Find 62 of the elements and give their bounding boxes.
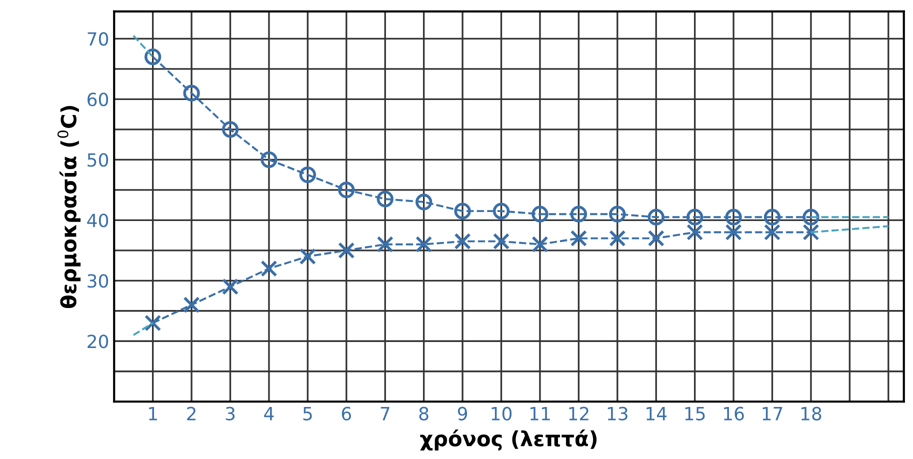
x-tick-label: 1 <box>149 407 157 420</box>
x-tick-label: 4 <box>264 407 274 420</box>
point <box>492 232 510 250</box>
point <box>144 48 162 66</box>
point <box>454 202 471 220</box>
point <box>454 232 471 250</box>
x-tick-label: 9 <box>458 406 468 420</box>
x-tick-label: 5 <box>303 407 312 420</box>
point <box>222 278 239 296</box>
x-tick-label: 16 <box>724 406 744 420</box>
x-tick-label: 2 <box>187 406 196 420</box>
x-tick-label: 15 <box>685 407 705 420</box>
x-tick-label: 18 <box>801 406 822 420</box>
point <box>802 224 820 241</box>
point <box>609 206 626 222</box>
point <box>764 224 781 241</box>
point <box>686 224 704 241</box>
point <box>415 194 432 210</box>
y-tick-label: 70 <box>88 32 108 46</box>
point <box>222 121 239 138</box>
y-tick-label: 20 <box>88 334 108 348</box>
point <box>532 236 548 253</box>
point <box>183 84 200 102</box>
point <box>338 242 355 259</box>
y-tick-label: 50 <box>88 153 108 167</box>
x-tick-label: 11 <box>530 407 550 420</box>
point <box>802 208 820 226</box>
point <box>376 190 394 208</box>
x-tick-label: 6 <box>342 406 352 420</box>
x-tick-label: 13 <box>608 406 628 420</box>
y-tick-label: 30 <box>88 274 108 288</box>
point <box>648 208 664 226</box>
point <box>532 206 548 222</box>
point <box>183 296 200 314</box>
point <box>299 166 316 184</box>
point <box>648 230 664 247</box>
point <box>376 236 394 253</box>
x-tick-label: 12 <box>569 406 588 420</box>
point <box>338 182 355 198</box>
point <box>686 208 704 226</box>
point <box>570 206 588 222</box>
point <box>764 208 781 226</box>
y-tick-label: 40 <box>87 214 108 228</box>
x-axis-title: χρόνος (λεπτά) <box>420 430 597 451</box>
point <box>609 230 626 247</box>
point <box>415 236 432 253</box>
x-tick-label: 7 <box>380 407 390 420</box>
point <box>299 248 316 265</box>
y-tick-label: 60 <box>88 92 108 106</box>
y-axis-title: θερμοκρασία ($^{0}$C) <box>57 106 81 308</box>
point <box>260 260 278 277</box>
x-tick-label: 17 <box>762 407 782 420</box>
point <box>260 151 278 168</box>
point <box>725 208 742 226</box>
x-tick-label: 8 <box>419 406 428 420</box>
point <box>570 230 588 247</box>
point <box>492 202 510 220</box>
point <box>144 314 162 332</box>
x-tick-label: 10 <box>492 406 512 420</box>
x-tick-label: 3 <box>226 406 235 420</box>
x-tick-label: 14 <box>646 407 667 420</box>
point <box>725 224 742 241</box>
